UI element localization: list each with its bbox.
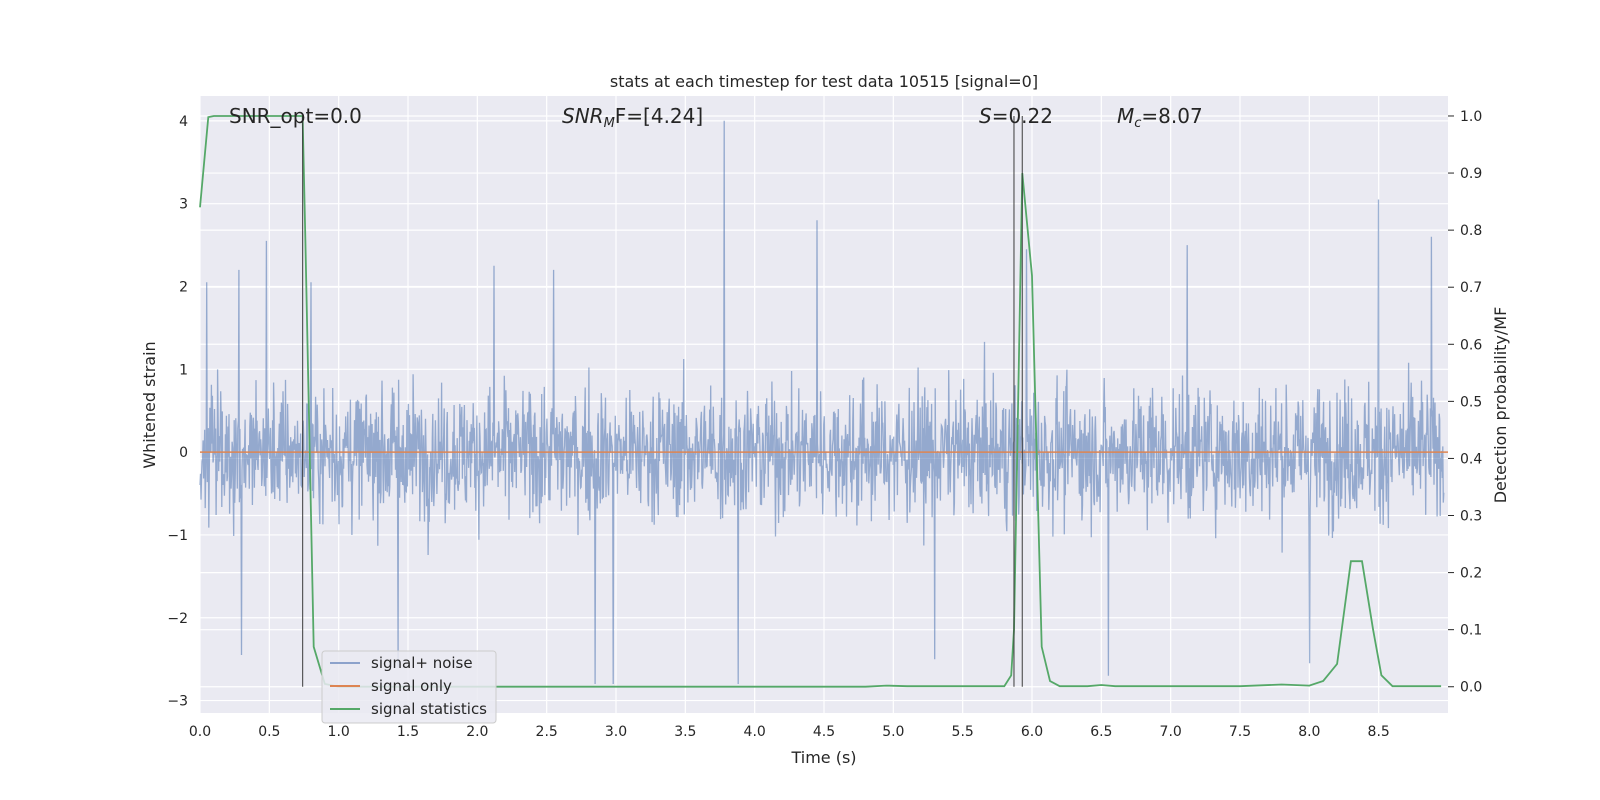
x-tick-label: 1.0 bbox=[328, 724, 350, 740]
y2-tick-label: 0.8 bbox=[1460, 223, 1482, 239]
y-tick-label: −3 bbox=[167, 694, 188, 710]
x-tick-label: 6.0 bbox=[1021, 724, 1043, 740]
x-tick-label: 7.5 bbox=[1229, 724, 1251, 740]
y2-tick-label: 0.0 bbox=[1460, 680, 1482, 696]
signal-statistics-line bbox=[199, 115, 1442, 688]
legend-label-stats: signal statistics bbox=[371, 700, 487, 718]
x-tick-label: 3.5 bbox=[674, 724, 696, 740]
x-axis-label: Time (s) bbox=[790, 748, 856, 767]
y-tick-label: 0 bbox=[179, 445, 188, 461]
y2-axis-label: Detection probability/MF bbox=[1491, 307, 1510, 504]
x-tick-label: 5.0 bbox=[882, 724, 904, 740]
y2-tick-label: 0.7 bbox=[1460, 280, 1482, 296]
x-tick-label: 1.5 bbox=[397, 724, 419, 740]
vertical-markers bbox=[302, 115, 1023, 687]
s-value: =0.22 bbox=[991, 104, 1053, 128]
y2-tick-label: 0.9 bbox=[1460, 166, 1482, 182]
y2-tick-label: 0.6 bbox=[1460, 337, 1482, 353]
signal-noise-series bbox=[199, 120, 1445, 685]
x-ticks: 0.0 0.5 1.0 1.5 2.0 2.5 3.0 3.5 4.0 4.5 5.0 5.5 6.0 6… bbox=[189, 724, 1390, 740]
x-tick-label: 4.5 bbox=[813, 724, 835, 740]
y2-tick-label: 0.5 bbox=[1460, 394, 1482, 410]
x-tick-label: 8.0 bbox=[1298, 724, 1320, 740]
mc-annotation: Mc=8.07 bbox=[1117, 104, 1203, 131]
y-tick-label: 2 bbox=[179, 279, 188, 295]
y-tick-label: 3 bbox=[179, 197, 188, 213]
y2-tick-label: 1.0 bbox=[1460, 109, 1482, 125]
s-annotation: S=0.22 bbox=[979, 104, 1053, 128]
x-tick-label: 3.0 bbox=[605, 724, 627, 740]
y-axis-label: Whitened strain bbox=[140, 341, 159, 468]
y2-tick-label: 0.2 bbox=[1460, 566, 1482, 582]
noise-trace bbox=[199, 120, 1445, 685]
x-tick-label: 2.0 bbox=[466, 724, 488, 740]
y-tick-label: −1 bbox=[167, 528, 188, 544]
x-tick-label: 2.5 bbox=[536, 724, 558, 740]
y-tick-label: 4 bbox=[179, 114, 188, 130]
snr-mf-suffix: F=[4.24] bbox=[614, 104, 704, 128]
y-tick-label: −2 bbox=[167, 611, 188, 627]
x-tick-label: 0.0 bbox=[189, 724, 211, 740]
y2-tick-label: 0.4 bbox=[1460, 451, 1482, 467]
signal-statistics-series bbox=[199, 115, 1442, 688]
x-tick-label: 7.0 bbox=[1160, 724, 1182, 740]
mc-value: =8.07 bbox=[1141, 104, 1203, 128]
snr-mf-annotation: SNRMF=[4.24] bbox=[562, 104, 703, 131]
snr-mf-sub: M bbox=[603, 116, 615, 131]
x-tick-label: 4.0 bbox=[744, 724, 766, 740]
x-tick-label: 8.5 bbox=[1368, 724, 1390, 740]
chart-title: stats at each timestep for test data 105… bbox=[610, 72, 1038, 91]
legend-box bbox=[321, 650, 497, 724]
x-tick-label: 0.5 bbox=[258, 724, 280, 740]
y2-ticks: 0.0 0.1 0.2 0.3 0.4 0.5 0.6 0.7 0.8 0.9 1.0 bbox=[1448, 109, 1482, 696]
y-tick-label: 1 bbox=[179, 362, 188, 378]
snr-mf-prefix: SNR bbox=[562, 104, 604, 128]
y-ticks: −3 −2 −1 0 1 2 3 4 bbox=[167, 114, 188, 710]
y2-tick-label: 0.3 bbox=[1460, 509, 1482, 525]
mc-symbol: M bbox=[1117, 104, 1135, 128]
x-tick-label: 6.5 bbox=[1090, 724, 1112, 740]
mc-sub: c bbox=[1134, 116, 1142, 131]
s-symbol: S bbox=[979, 104, 992, 128]
legend-label-signal: signal only bbox=[371, 677, 452, 695]
y2-tick-label: 0.1 bbox=[1460, 623, 1482, 639]
legend-label-noise: signal+ noise bbox=[371, 654, 473, 672]
snr-opt-annotation: SNR_opt=0.0 bbox=[229, 104, 362, 128]
x-tick-label: 5.5 bbox=[952, 724, 974, 740]
legend: signal+ noise signal only signal statist… bbox=[321, 650, 497, 724]
